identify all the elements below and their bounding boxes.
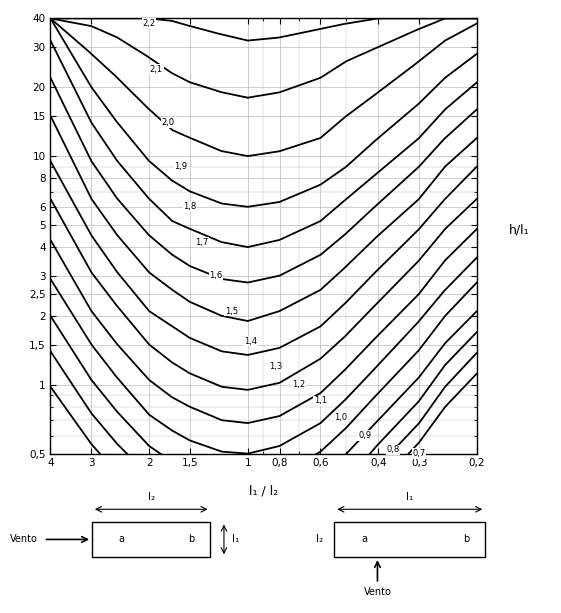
Text: 0,8: 0,8 — [387, 445, 400, 454]
Text: Vento: Vento — [364, 587, 392, 597]
Text: l₁: l₁ — [406, 492, 413, 502]
Text: 1,0: 1,0 — [334, 413, 347, 422]
Text: b: b — [463, 535, 470, 544]
Text: 1,8: 1,8 — [183, 202, 197, 211]
Text: l₂: l₂ — [148, 492, 155, 502]
Y-axis label: h/l₁: h/l₁ — [509, 223, 530, 236]
Text: 1,7: 1,7 — [195, 238, 209, 247]
Text: a: a — [361, 535, 367, 544]
Text: 1,3: 1,3 — [269, 362, 283, 371]
Text: 1,1: 1,1 — [314, 397, 327, 405]
Bar — [334, 522, 485, 557]
Text: 0,9: 0,9 — [358, 431, 371, 440]
Text: 2,1: 2,1 — [150, 64, 163, 74]
Text: 1,6: 1,6 — [209, 271, 223, 280]
Text: l₂: l₂ — [316, 535, 324, 544]
Text: b: b — [188, 535, 195, 544]
Text: l₁: l₁ — [232, 535, 240, 544]
Text: 1,2: 1,2 — [292, 380, 305, 389]
Text: a: a — [118, 535, 125, 544]
X-axis label: l₁ / l₂: l₁ / l₂ — [249, 484, 278, 497]
Text: Vento: Vento — [10, 535, 38, 544]
Text: 1,5: 1,5 — [225, 306, 238, 316]
Text: 1,9: 1,9 — [174, 162, 187, 171]
Text: 0,7: 0,7 — [412, 449, 426, 458]
Bar — [92, 522, 210, 557]
Text: 2,0: 2,0 — [162, 118, 174, 127]
Text: 1,4: 1,4 — [244, 337, 257, 346]
Text: 2,2: 2,2 — [142, 19, 156, 28]
